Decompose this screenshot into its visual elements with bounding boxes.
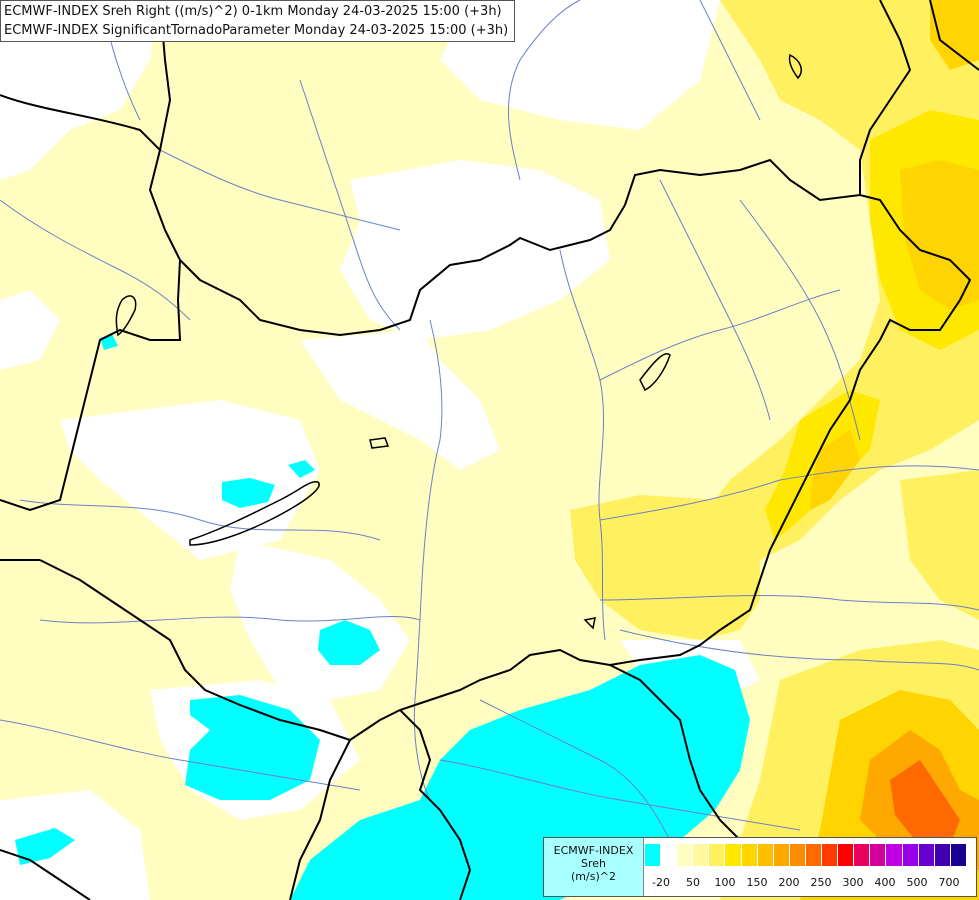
legend-tick-label: 300 [842, 876, 864, 889]
legend-ticks: -20 50 100 150 200 250 300 400 500 700 [645, 876, 975, 890]
legend-swatch [677, 844, 694, 866]
legend-swatch [661, 844, 678, 866]
legend-swatch [773, 844, 790, 866]
legend-swatch [805, 844, 823, 866]
legend-tick-label: 400 [874, 876, 896, 889]
legend-tick-label: 500 [906, 876, 928, 889]
legend-swatch [950, 844, 967, 866]
legend-unit: (m/s)^2 [571, 870, 616, 883]
legend-swatch [902, 844, 919, 866]
legend-tick-label: 50 [686, 876, 700, 889]
legend-label: ECMWF-INDEX Sreh (m/s)^2 [544, 838, 644, 896]
legend-swatch [870, 844, 887, 866]
legend-swatch [709, 844, 726, 866]
legend-swatch [645, 844, 662, 866]
legend-tick-label: 200 [778, 876, 800, 889]
legend-swatch [789, 844, 806, 866]
legend-swatch [757, 844, 774, 866]
legend-tick-label: 700 [938, 876, 960, 889]
legend-swatch [918, 844, 935, 866]
map-title-box: ECMWF-INDEX Sreh Right ((m/s)^2) 0-1km M… [0, 0, 515, 42]
legend-swatch [741, 844, 758, 866]
legend-swatch [934, 844, 951, 866]
rivers [0, 0, 979, 861]
map-title-line1: ECMWF-INDEX Sreh Right ((m/s)^2) 0-1km M… [4, 4, 502, 19]
high-sreh-areas [570, 0, 979, 900]
legend-swatch [838, 844, 855, 866]
legend-swatch [725, 844, 742, 866]
legend-swatch [693, 844, 710, 866]
legend-tick-label: 150 [746, 876, 768, 889]
lakes [115, 53, 802, 630]
legend-color-bar [645, 844, 967, 866]
legend-swatch [822, 844, 839, 866]
color-legend: ECMWF-INDEX Sreh (m/s)^2 -20 50 100 150 200 2… [543, 837, 977, 897]
legend-swatch [886, 844, 903, 866]
legend-tick-label: -20 [652, 876, 670, 889]
legend-name: ECMWF-INDEX [553, 844, 634, 857]
legend-variable: Sreh [580, 857, 606, 870]
legend-swatch [854, 844, 871, 866]
map-title-line2: ECMWF-INDEX SignificantTornadoParameter … [4, 23, 509, 38]
legend-tick-label: 250 [810, 876, 832, 889]
legend-tick-label: 100 [714, 876, 736, 889]
